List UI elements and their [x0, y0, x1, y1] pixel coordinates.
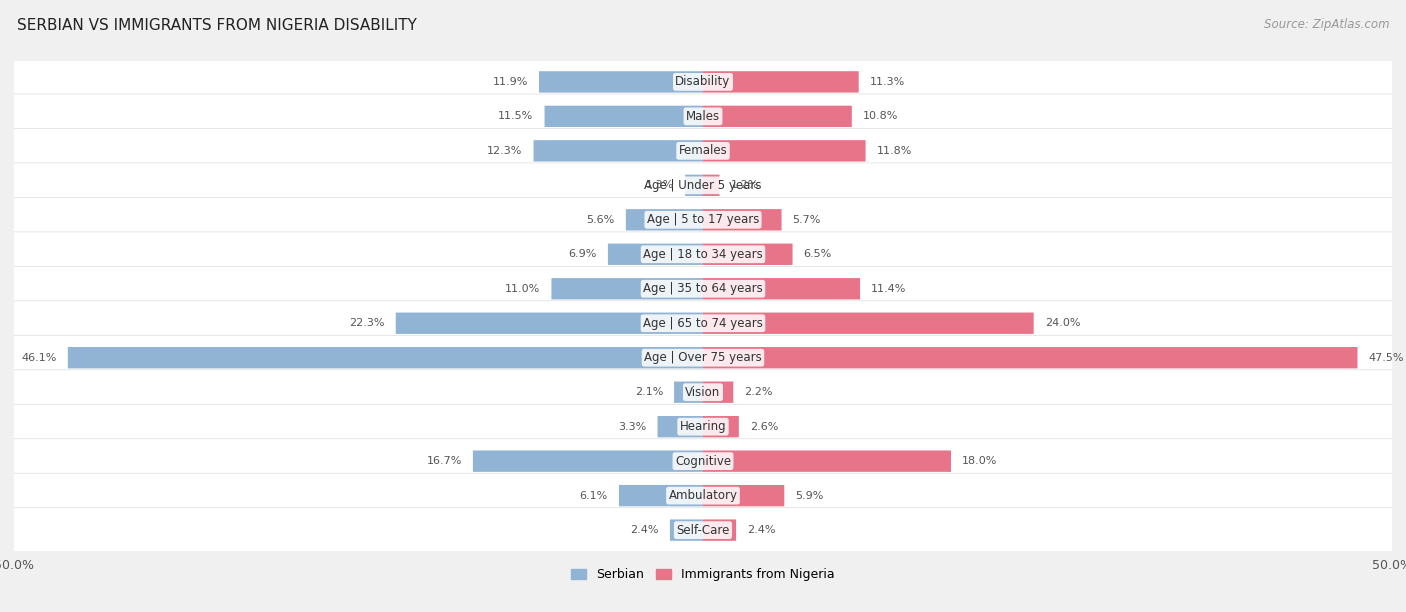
FancyBboxPatch shape: [703, 244, 793, 265]
Text: 10.8%: 10.8%: [863, 111, 898, 121]
Text: 11.5%: 11.5%: [498, 111, 533, 121]
FancyBboxPatch shape: [7, 405, 1399, 449]
FancyBboxPatch shape: [7, 439, 1399, 483]
Text: Self-Care: Self-Care: [676, 524, 730, 537]
FancyBboxPatch shape: [703, 174, 720, 196]
Text: 5.7%: 5.7%: [793, 215, 821, 225]
FancyBboxPatch shape: [544, 106, 703, 127]
Text: 12.3%: 12.3%: [486, 146, 523, 156]
Text: Ambulatory: Ambulatory: [668, 489, 738, 502]
FancyBboxPatch shape: [7, 370, 1399, 414]
Text: Age | 65 to 74 years: Age | 65 to 74 years: [643, 317, 763, 330]
FancyBboxPatch shape: [626, 209, 703, 231]
Text: 5.6%: 5.6%: [586, 215, 614, 225]
Text: Hearing: Hearing: [679, 420, 727, 433]
FancyBboxPatch shape: [472, 450, 703, 472]
Text: Cognitive: Cognitive: [675, 455, 731, 468]
FancyBboxPatch shape: [703, 381, 734, 403]
Text: 6.1%: 6.1%: [579, 491, 607, 501]
FancyBboxPatch shape: [703, 106, 852, 127]
FancyBboxPatch shape: [703, 485, 785, 506]
FancyBboxPatch shape: [607, 244, 703, 265]
FancyBboxPatch shape: [7, 198, 1399, 242]
FancyBboxPatch shape: [7, 129, 1399, 173]
FancyBboxPatch shape: [673, 381, 703, 403]
FancyBboxPatch shape: [703, 71, 859, 92]
Text: 22.3%: 22.3%: [349, 318, 385, 328]
Text: 5.9%: 5.9%: [796, 491, 824, 501]
FancyBboxPatch shape: [7, 335, 1399, 380]
Text: 16.7%: 16.7%: [426, 456, 461, 466]
FancyBboxPatch shape: [703, 140, 866, 162]
Text: 11.0%: 11.0%: [505, 284, 540, 294]
FancyBboxPatch shape: [7, 266, 1399, 311]
FancyBboxPatch shape: [395, 313, 703, 334]
Text: Age | Under 5 years: Age | Under 5 years: [644, 179, 762, 192]
FancyBboxPatch shape: [658, 416, 703, 438]
FancyBboxPatch shape: [685, 174, 703, 196]
FancyBboxPatch shape: [7, 508, 1399, 553]
FancyBboxPatch shape: [538, 71, 703, 92]
Legend: Serbian, Immigrants from Nigeria: Serbian, Immigrants from Nigeria: [567, 563, 839, 586]
FancyBboxPatch shape: [7, 232, 1399, 277]
FancyBboxPatch shape: [619, 485, 703, 506]
FancyBboxPatch shape: [703, 209, 782, 231]
Text: 2.4%: 2.4%: [630, 525, 659, 535]
Text: Vision: Vision: [685, 386, 721, 398]
Text: 2.6%: 2.6%: [749, 422, 779, 431]
Text: 1.2%: 1.2%: [731, 181, 759, 190]
Text: 6.9%: 6.9%: [568, 249, 598, 259]
Text: 1.3%: 1.3%: [645, 181, 673, 190]
FancyBboxPatch shape: [7, 301, 1399, 346]
Text: 24.0%: 24.0%: [1045, 318, 1080, 328]
FancyBboxPatch shape: [703, 416, 738, 438]
FancyBboxPatch shape: [703, 347, 1358, 368]
Text: 11.4%: 11.4%: [872, 284, 907, 294]
Text: 47.5%: 47.5%: [1368, 353, 1405, 363]
FancyBboxPatch shape: [703, 313, 1033, 334]
Text: Age | Over 75 years: Age | Over 75 years: [644, 351, 762, 364]
Text: 2.1%: 2.1%: [634, 387, 664, 397]
FancyBboxPatch shape: [533, 140, 703, 162]
FancyBboxPatch shape: [7, 163, 1399, 207]
FancyBboxPatch shape: [703, 520, 737, 541]
FancyBboxPatch shape: [67, 347, 703, 368]
FancyBboxPatch shape: [7, 473, 1399, 518]
Text: Source: ZipAtlas.com: Source: ZipAtlas.com: [1264, 18, 1389, 31]
Text: Age | 35 to 64 years: Age | 35 to 64 years: [643, 282, 763, 295]
Text: 6.5%: 6.5%: [804, 249, 832, 259]
FancyBboxPatch shape: [669, 520, 703, 541]
Text: Males: Males: [686, 110, 720, 123]
Text: 11.3%: 11.3%: [870, 77, 905, 87]
Text: 11.8%: 11.8%: [876, 146, 912, 156]
FancyBboxPatch shape: [703, 450, 950, 472]
Text: 2.4%: 2.4%: [747, 525, 776, 535]
Text: 11.9%: 11.9%: [492, 77, 529, 87]
Text: Age | 18 to 34 years: Age | 18 to 34 years: [643, 248, 763, 261]
FancyBboxPatch shape: [703, 278, 860, 299]
FancyBboxPatch shape: [551, 278, 703, 299]
Text: Disability: Disability: [675, 75, 731, 88]
Text: 18.0%: 18.0%: [962, 456, 997, 466]
Text: Age | 5 to 17 years: Age | 5 to 17 years: [647, 214, 759, 226]
FancyBboxPatch shape: [7, 59, 1399, 104]
Text: 46.1%: 46.1%: [21, 353, 56, 363]
FancyBboxPatch shape: [7, 94, 1399, 139]
Text: 2.2%: 2.2%: [744, 387, 773, 397]
Text: 3.3%: 3.3%: [619, 422, 647, 431]
Text: SERBIAN VS IMMIGRANTS FROM NIGERIA DISABILITY: SERBIAN VS IMMIGRANTS FROM NIGERIA DISAB…: [17, 18, 416, 34]
Text: Females: Females: [679, 144, 727, 157]
